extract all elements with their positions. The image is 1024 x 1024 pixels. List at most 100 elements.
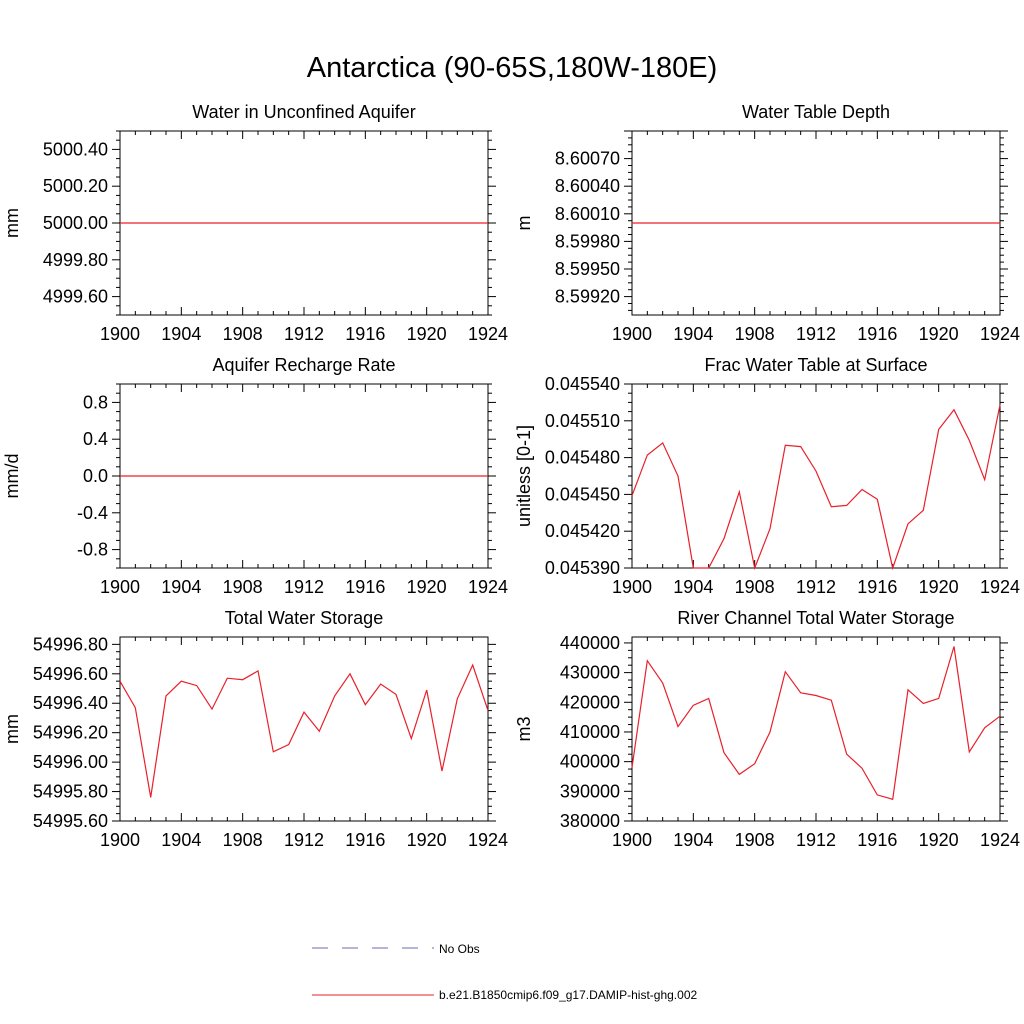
- x-tick-label: 1912: [796, 577, 836, 597]
- x-tick-label: 1924: [468, 830, 508, 850]
- plot-frame: [631, 636, 1001, 822]
- figure-title: Antarctica (90-65S,180W-180E): [306, 52, 718, 84]
- x-tick-label: 1912: [284, 830, 324, 850]
- y-tick-label: 5000.20: [43, 176, 108, 196]
- y-tick-label: 54996.20: [33, 723, 108, 743]
- x-tick-label: 1920: [919, 577, 959, 597]
- x-tick-label: 1924: [980, 830, 1020, 850]
- y-tick-label: 420000: [560, 692, 620, 712]
- x-tick-label: 1924: [980, 324, 1020, 344]
- legend-model-label: b.e21.B1850cmip6.f09_g17.DAMIP-hist-ghg.…: [439, 988, 697, 1002]
- y-tick-label: 4999.60: [43, 287, 108, 307]
- y-tick-label: 0.045420: [545, 521, 620, 541]
- x-tick-label: 1912: [796, 324, 836, 344]
- y-tick-label: 400000: [560, 752, 620, 772]
- y-tick-label: 0.045540: [545, 374, 620, 394]
- x-tick-label: 1900: [100, 324, 140, 344]
- x-tick-label: 1904: [161, 830, 201, 850]
- y-tick-label: 0.045450: [545, 484, 620, 504]
- y-tick-label: 0.045480: [545, 448, 620, 468]
- y-axis-label: mm/d: [2, 454, 22, 499]
- plot-frame: [119, 636, 489, 822]
- y-tick-label: 8.60040: [555, 176, 620, 196]
- panel-title: Total Water Storage: [225, 608, 383, 628]
- x-tick-label: 1908: [223, 324, 263, 344]
- x-tick-label: 1912: [284, 577, 324, 597]
- y-tick-label: -0.8: [77, 540, 108, 560]
- y-tick-label: 8.60070: [555, 149, 620, 169]
- x-tick-label: 1916: [857, 577, 897, 597]
- x-tick-label: 1912: [796, 830, 836, 850]
- panel-1: Water in Unconfined Aquifer mm 1900 1904 190…: [2, 102, 508, 344]
- x-tick-label: 1920: [407, 830, 447, 850]
- y-tick-label: 410000: [560, 722, 620, 742]
- x-tick-label: 1900: [100, 577, 140, 597]
- x-tick-label: 1900: [612, 577, 652, 597]
- panel-title: Water in Unconfined Aquifer: [192, 102, 415, 122]
- y-axis-label: mm: [2, 208, 22, 238]
- x-tick-label: 1924: [468, 324, 508, 344]
- y-tick-label: 5000.00: [43, 213, 108, 233]
- y-tick-label: 390000: [560, 781, 620, 801]
- y-tick-label: 8.60010: [555, 204, 620, 224]
- panel-title: River Channel Total Water Storage: [677, 608, 954, 628]
- y-tick-label: 8.59980: [555, 231, 620, 251]
- panel-3: Aquifer Recharge Rate mm/d 1900 1904 1908 191…: [2, 355, 508, 597]
- x-tick-label: 1904: [161, 577, 201, 597]
- x-tick-label: 1900: [100, 830, 140, 850]
- x-tick-label: 1924: [468, 577, 508, 597]
- x-tick-label: 1916: [857, 324, 897, 344]
- y-axis-label: unitless [0-1]: [514, 425, 534, 527]
- x-tick-label: 1904: [673, 830, 713, 850]
- y-tick-label: 54996.40: [33, 693, 108, 713]
- y-tick-label: 54995.80: [33, 782, 108, 802]
- x-tick-label: 1920: [919, 830, 959, 850]
- y-tick-label: 0.045390: [545, 558, 620, 578]
- series-line: [119, 663, 489, 798]
- x-tick-label: 1916: [345, 830, 385, 850]
- x-tick-label: 1904: [161, 324, 201, 344]
- panel-5: Total Water Storage mm 1900 1904 1908 1912 191…: [2, 608, 508, 850]
- x-tick-label: 1908: [223, 577, 263, 597]
- x-tick-label: 1920: [407, 577, 447, 597]
- y-tick-label: 54996.00: [33, 752, 108, 772]
- x-tick-label: 1920: [919, 324, 959, 344]
- x-tick-label: 1924: [980, 577, 1020, 597]
- x-tick-label: 1900: [612, 324, 652, 344]
- panel-title: Aquifer Recharge Rate: [212, 355, 395, 375]
- y-axis-label: mm: [2, 714, 22, 744]
- x-tick-label: 1904: [673, 577, 713, 597]
- panel-title: Water Table Depth: [742, 102, 890, 122]
- x-tick-label: 1912: [284, 324, 324, 344]
- x-tick-label: 1908: [735, 830, 775, 850]
- plot-frame: [631, 383, 1001, 569]
- panel-6: River Channel Total Water Storage m3 1900 1…: [514, 608, 1020, 850]
- y-tick-label: 440000: [560, 633, 620, 653]
- x-tick-label: 1916: [345, 577, 385, 597]
- x-tick-label: 1904: [673, 324, 713, 344]
- legend-obs-label: No Obs: [439, 942, 480, 956]
- y-tick-label: 8.59920: [555, 287, 620, 307]
- y-tick-label: 0.0: [83, 466, 108, 486]
- legend: No Obs b.e21.B1850cmip6.f09_g17.DAMIP-his…: [312, 942, 697, 1002]
- x-tick-label: 1908: [735, 577, 775, 597]
- y-tick-label: 5000.40: [43, 139, 108, 159]
- y-tick-label: -0.4: [77, 503, 108, 523]
- x-tick-label: 1916: [345, 324, 385, 344]
- x-tick-label: 1908: [735, 324, 775, 344]
- y-axis-label: m3: [514, 716, 534, 741]
- panel-title: Frac Water Table at Surface: [704, 355, 927, 375]
- y-tick-label: 380000: [560, 811, 620, 831]
- x-tick-label: 1900: [612, 830, 652, 850]
- y-tick-label: 54996.60: [33, 664, 108, 684]
- y-tick-label: 0.8: [83, 392, 108, 412]
- panel-2: Water Table Depth m 1900 1904 1908 1912 1916 19…: [514, 102, 1020, 344]
- x-tick-label: 1908: [223, 830, 263, 850]
- y-tick-label: 8.59950: [555, 259, 620, 279]
- y-tick-label: 4999.80: [43, 250, 108, 270]
- x-tick-label: 1916: [857, 830, 897, 850]
- y-tick-label: 430000: [560, 663, 620, 683]
- series-line: [631, 404, 1001, 571]
- y-axis-label: m: [514, 216, 534, 231]
